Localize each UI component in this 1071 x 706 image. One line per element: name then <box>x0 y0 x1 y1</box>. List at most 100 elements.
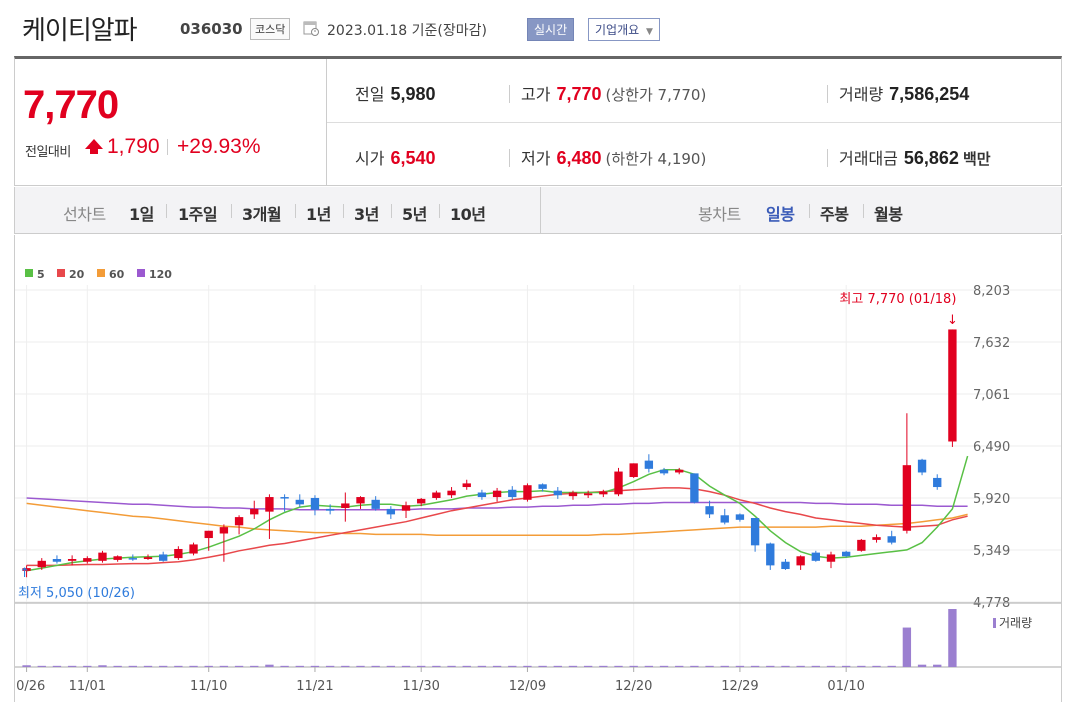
candle-body <box>98 552 107 561</box>
volume-bar <box>720 665 729 667</box>
x-tick-label: 11/01 <box>69 679 106 694</box>
volume-legend-swatch <box>993 618 996 628</box>
max-arrow-icon: ↓ <box>947 313 958 328</box>
divider <box>343 204 344 218</box>
volume-bar <box>538 665 547 667</box>
price-change-pct: +29.93% <box>177 135 261 158</box>
candle-body <box>644 460 654 469</box>
candle-body <box>933 477 942 488</box>
volume-bar <box>826 665 836 667</box>
stat-low: 저가 6,480 (하한가 4,190) <box>521 145 706 169</box>
candle-body <box>750 518 760 546</box>
stat-prev: 전일 5,980 <box>355 81 436 105</box>
min-arrow-icon: ↑ <box>19 566 30 581</box>
stat-open-label: 시가 <box>355 149 385 168</box>
stat-prev-label: 전일 <box>355 85 385 104</box>
legend-label: 20 <box>69 268 85 281</box>
volume-bar <box>128 665 138 667</box>
ma120-line <box>26 497 968 511</box>
candle-body <box>356 497 365 504</box>
tab-1d[interactable]: 1일 <box>129 205 154 224</box>
candle-body <box>917 459 927 473</box>
stat-amount-value: 56,862 <box>903 148 959 168</box>
x-tick-label: 11/30 <box>402 679 439 694</box>
candle-body <box>659 469 669 474</box>
stat-amount: 거래대금 56,862 백만 <box>839 145 991 169</box>
legend-swatch <box>57 269 65 277</box>
y-tick-label: 7,061 <box>973 388 1010 403</box>
volume-bar <box>735 665 745 667</box>
candle-body <box>432 492 441 498</box>
tab-5y[interactable]: 5년 <box>402 205 427 224</box>
candle-body <box>614 471 623 495</box>
min-price-label: 최저 5,050 (10/26) <box>18 586 135 601</box>
volume-bar <box>113 665 122 667</box>
current-price: 7,770 <box>23 83 119 127</box>
upper-limit: (상한가 7,770) <box>605 86 707 104</box>
candle-body <box>67 559 77 561</box>
volume-bar <box>447 665 456 667</box>
candle-body <box>492 490 502 498</box>
candle-body <box>857 539 866 551</box>
candle-body <box>401 505 411 511</box>
tab-1w[interactable]: 1주일 <box>178 205 218 224</box>
candle-body <box>781 561 790 570</box>
volume-bar <box>583 665 593 667</box>
company-info-label: 기업개요 <box>595 23 640 37</box>
candle-body <box>174 548 183 559</box>
candlestick-chart: 5 20 60 1208,2037,6327,0616,4905,9205,3494,… <box>8 268 1061 694</box>
candle-body <box>599 491 608 495</box>
candle-body <box>523 485 532 500</box>
x-tick-label: 10/26 <box>15 679 45 694</box>
candle-body <box>462 483 471 488</box>
market-badge: 코스닥 <box>250 18 291 40</box>
volume-bar <box>857 665 866 667</box>
tab-3m[interactable]: 3개월 <box>242 205 282 224</box>
tab-3y[interactable]: 3년 <box>354 205 379 224</box>
tab-10y[interactable]: 10년 <box>450 205 486 224</box>
stock-header: 케이티알파 036030 코스닥 2023.01.18 기준(장마감) 실시간 … <box>0 0 1071 56</box>
stat-high-value: 7,770 <box>556 84 602 104</box>
divider <box>509 149 510 167</box>
realtime-button[interactable]: 실시간 <box>527 18 575 41</box>
volume-bar <box>310 665 320 667</box>
volume-bar <box>462 665 471 667</box>
candle-body <box>538 484 547 489</box>
divider <box>509 85 510 103</box>
volume-bar <box>841 665 851 667</box>
candle-body <box>204 530 213 539</box>
volume-bar <box>705 665 714 667</box>
tab-weekly[interactable]: 주봉 <box>820 205 849 224</box>
divider <box>391 204 392 218</box>
candle-body <box>341 503 350 508</box>
stat-amount-label: 거래대금 <box>839 149 898 168</box>
tab-monthly[interactable]: 월봉 <box>874 205 903 224</box>
tab-1y[interactable]: 1년 <box>306 205 331 224</box>
price-info-panel: 7,770 전일대비 1,790 +29.93% 전일 5,980 고가 7,770… <box>14 56 1062 186</box>
candle-body <box>948 329 957 442</box>
company-info-button[interactable]: 기업개요 ▼ <box>588 18 660 41</box>
volume-bar <box>659 665 669 667</box>
divider <box>809 204 810 218</box>
volume-bar <box>295 665 304 667</box>
volume-bar <box>902 627 912 667</box>
candle-body <box>37 560 46 568</box>
divider <box>439 204 440 218</box>
candle-body <box>417 498 426 504</box>
candle-body <box>629 463 638 478</box>
legend-label: 5 <box>37 268 45 281</box>
volume-bar <box>553 665 562 667</box>
candle-body <box>735 514 745 520</box>
y-tick-label: 8,203 <box>973 284 1010 299</box>
amount-unit: 백만 <box>962 150 991 168</box>
candle-body <box>189 544 198 554</box>
candle-body <box>447 490 456 496</box>
x-tick-label: 01/10 <box>827 679 864 694</box>
legend-swatch <box>137 269 145 277</box>
volume-bar <box>280 665 289 667</box>
tab-daily[interactable]: 일봉 <box>766 205 795 224</box>
volume-bar <box>386 665 396 667</box>
volume-bar <box>796 665 805 667</box>
volume-bar <box>508 665 517 667</box>
candle-body <box>159 554 168 561</box>
